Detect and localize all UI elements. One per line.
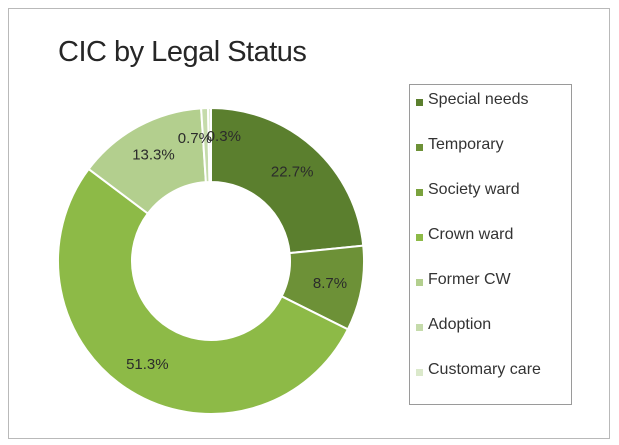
legend-item: Special needs <box>416 89 571 134</box>
legend-item: Adoption <box>416 314 571 359</box>
legend-item: Temporary <box>416 134 571 179</box>
legend-label: Society ward <box>428 181 520 198</box>
legend-item: Society ward <box>416 179 571 224</box>
chart-legend: Special needs Temporary Society ward Crown … <box>409 84 572 405</box>
legend-item: Former CW <box>416 269 571 314</box>
data-label-customary-care: 0.3% <box>207 128 241 145</box>
legend-swatch <box>416 189 423 196</box>
legend-swatch <box>416 369 423 376</box>
legend-item: Crown ward <box>416 224 571 269</box>
legend-label: Temporary <box>428 136 504 153</box>
data-label-former-cw: 13.3% <box>132 147 175 164</box>
slice-special-needs <box>210 106 365 255</box>
legend-label: Customary care <box>428 361 541 378</box>
slice-crown-ward <box>57 167 350 415</box>
legend-label: Crown ward <box>428 226 514 243</box>
data-label-crown-ward: 51.3% <box>126 356 169 373</box>
legend-label: Adoption <box>428 316 492 333</box>
chart-title: CIC by Legal Status <box>58 36 307 68</box>
slice-customary-care <box>207 106 212 184</box>
legend-swatch <box>416 144 423 151</box>
legend-swatch <box>416 324 423 331</box>
legend-label: Former CW <box>428 271 511 288</box>
legend-swatch <box>416 234 423 241</box>
data-label-temporary: 8.7% <box>313 275 347 292</box>
legend-swatch <box>416 99 423 106</box>
legend-swatch <box>416 279 423 286</box>
legend-item: Customary care <box>416 359 571 429</box>
legend-label: Special needs <box>428 91 529 108</box>
data-label-special-needs: 22.7% <box>271 163 314 180</box>
data-label-adoption: 0.7% <box>178 130 212 147</box>
